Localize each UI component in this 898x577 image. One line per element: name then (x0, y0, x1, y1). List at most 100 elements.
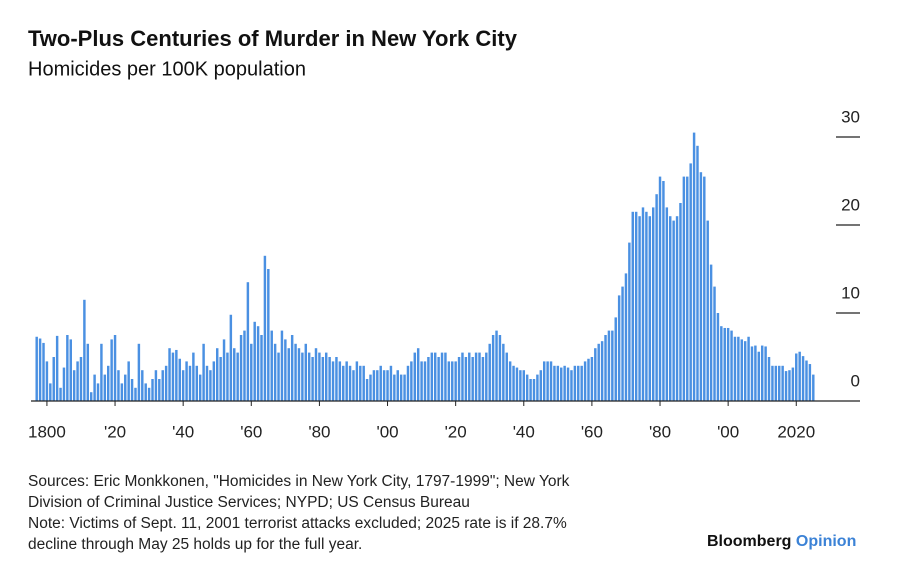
bar (767, 357, 771, 401)
x-tick-label: '80 (649, 422, 671, 441)
x-tick-label: '40 (513, 422, 535, 441)
bar (195, 365, 199, 401)
bar (284, 339, 287, 401)
bar (669, 216, 672, 401)
bar (651, 207, 655, 401)
y-tick-label: 20 (841, 195, 860, 214)
bar (311, 357, 314, 401)
bar (447, 361, 451, 401)
bar (570, 370, 573, 401)
bar (488, 343, 491, 401)
bar (110, 339, 113, 401)
bar (229, 314, 233, 401)
bar (117, 370, 120, 401)
bar (96, 383, 100, 401)
bar (120, 383, 124, 401)
bar (645, 211, 648, 401)
bar (113, 335, 117, 401)
bar (420, 361, 423, 401)
bar (464, 357, 468, 401)
bar (188, 365, 192, 401)
bar (720, 326, 723, 401)
bar (798, 351, 801, 401)
bar (641, 207, 645, 401)
bar (100, 343, 103, 401)
bar (297, 348, 301, 401)
note: Division of Criminal Justice Services; N… (28, 494, 470, 511)
bar (502, 343, 505, 401)
bar (369, 374, 372, 401)
bar (573, 365, 577, 401)
bar (491, 335, 495, 401)
bar (273, 343, 277, 401)
bar (372, 370, 376, 401)
bar (62, 367, 66, 401)
bar (733, 336, 737, 401)
bar (672, 220, 675, 401)
bar (634, 211, 638, 401)
bar (539, 370, 543, 401)
x-tick-label: '20 (104, 422, 126, 441)
bar (781, 365, 784, 401)
x-tick-label: 1800 (28, 422, 66, 441)
bar (774, 365, 778, 401)
bar (355, 361, 359, 401)
bar (328, 357, 331, 401)
bar (747, 336, 750, 401)
bar (519, 370, 522, 401)
bar (403, 374, 406, 401)
bar (158, 379, 161, 401)
chart-subtitle: Homicides per 100K population (28, 58, 306, 80)
chart-title: Two-Plus Centuries of Murder in New York… (28, 26, 518, 51)
bar (611, 330, 614, 401)
bar (277, 352, 280, 401)
bar (66, 335, 69, 401)
bar (532, 379, 536, 401)
bar (461, 352, 464, 401)
bar (471, 357, 474, 401)
bar (498, 335, 502, 401)
bar (192, 352, 195, 401)
bar (321, 357, 325, 401)
bar (675, 216, 679, 401)
bar (42, 342, 45, 401)
bar (413, 352, 417, 401)
bar (144, 383, 147, 401)
bar (410, 361, 413, 401)
bar (580, 365, 583, 401)
bar (522, 370, 526, 401)
bar (536, 374, 539, 401)
bar (621, 286, 624, 401)
bar (168, 348, 171, 401)
bar (178, 358, 181, 401)
bar (423, 361, 427, 401)
bar (338, 361, 342, 401)
bar (427, 357, 430, 401)
bar (79, 357, 83, 401)
bar (318, 352, 321, 401)
bar (256, 326, 260, 401)
bar (393, 374, 396, 401)
bar (324, 352, 328, 401)
bar (795, 353, 798, 401)
bar (365, 379, 369, 401)
bar (624, 273, 628, 401)
bar (359, 365, 362, 401)
y-tick-label: 0 (851, 371, 860, 390)
bar (181, 370, 185, 401)
bar (754, 345, 757, 401)
bar (587, 358, 590, 401)
brand-name: Bloomberg (707, 533, 791, 550)
bar (209, 370, 212, 401)
bar (805, 360, 808, 401)
bar (348, 365, 352, 401)
bar (331, 361, 335, 401)
bar (730, 330, 733, 401)
x-tick-label: '40 (172, 422, 194, 441)
bar (250, 343, 253, 401)
bar (216, 348, 219, 401)
bar (597, 343, 600, 401)
bar (430, 352, 434, 401)
bar (454, 361, 457, 401)
